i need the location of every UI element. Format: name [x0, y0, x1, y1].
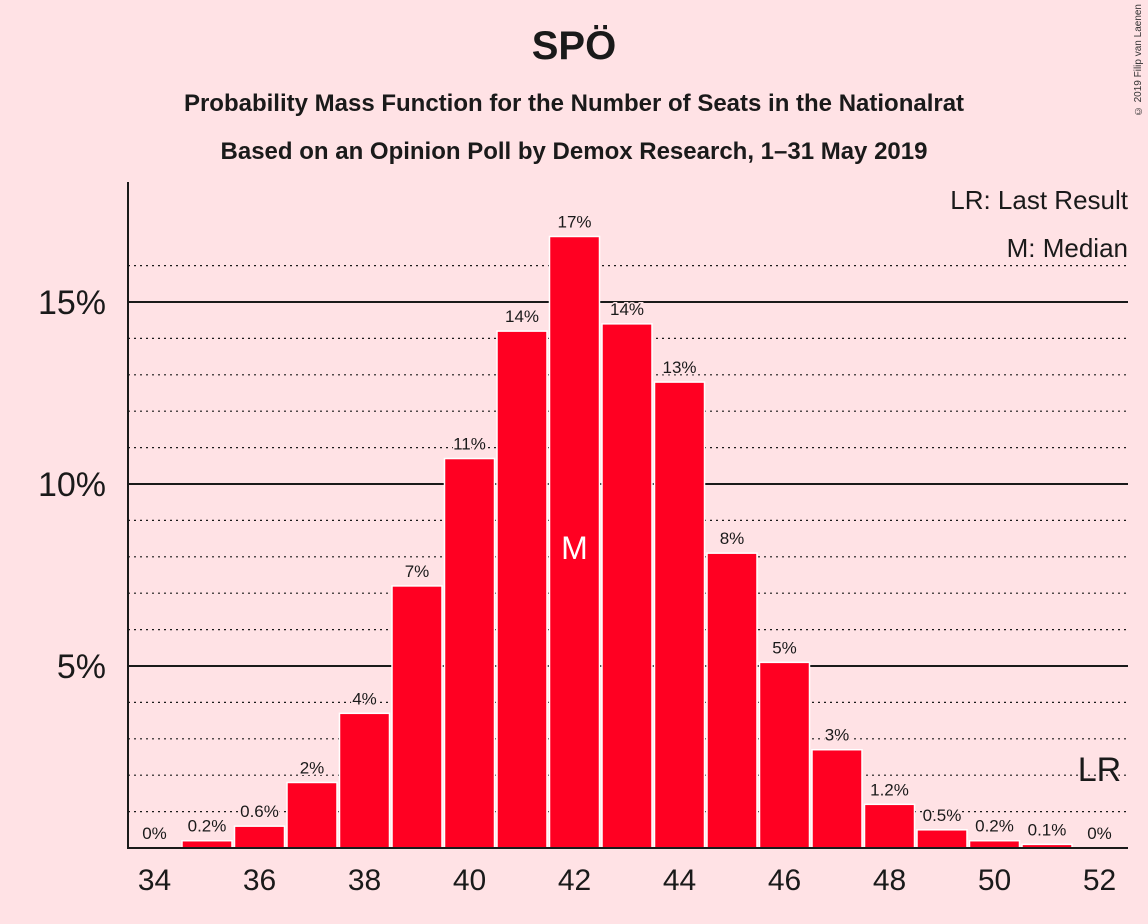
legend-median: M: Median	[1007, 233, 1128, 263]
bar-seat-44	[653, 381, 706, 849]
data-label-seat-39: 7%	[405, 562, 430, 581]
x-tick-label-34: 34	[138, 864, 171, 897]
data-label-seat-35: 0.2%	[188, 817, 227, 836]
y-tick-label-10: 10%	[38, 466, 106, 504]
y-tick-label-5: 5%	[57, 648, 106, 686]
data-label-seat-43: 14%	[610, 300, 644, 319]
bar-seat-39	[391, 585, 443, 849]
bar-seat-45	[706, 552, 758, 849]
bar-seat-43	[601, 323, 653, 849]
data-label-seat-38: 4%	[352, 689, 377, 708]
y-tick-label-15: 15%	[38, 284, 106, 322]
data-label-seat-51: 0.1%	[1028, 820, 1067, 839]
bar-seat-41	[496, 330, 548, 849]
bars	[181, 235, 1073, 849]
data-label-seat-36: 0.6%	[240, 802, 279, 821]
chart-subtitle-2: Based on an Opinion Poll by Demox Resear…	[220, 138, 928, 165]
x-tick-label-38: 38	[348, 864, 381, 897]
bar-seat-50	[968, 839, 1021, 849]
x-tick-label-50: 50	[978, 864, 1011, 897]
data-label-seat-42: 17%	[557, 212, 591, 231]
data-label-seat-37: 2%	[300, 758, 325, 777]
chart-subtitle-1: Probability Mass Function for the Number…	[183, 90, 965, 117]
data-label-seat-46: 5%	[772, 638, 797, 657]
x-tick-label-46: 46	[768, 864, 801, 897]
data-label-seat-34: 0%	[142, 824, 167, 843]
bar-seat-49	[916, 829, 968, 849]
bar-seat-35	[181, 839, 233, 849]
x-tick-label-40: 40	[453, 864, 486, 897]
legend-last-result: LR: Last Result	[950, 185, 1129, 215]
data-label-seat-52: 0%	[1087, 824, 1112, 843]
data-label-seat-47: 3%	[825, 726, 850, 745]
bar-seat-48	[863, 803, 916, 849]
axes	[127, 182, 1128, 849]
bar-labels: 0% 0.2% 0.6% 2% 4% 7% 11% 14% 17% 14% 13% 8% 5% 3% 1.2…	[141, 211, 1124, 845]
bar-seat-40	[443, 457, 496, 849]
x-tick-label-44: 44	[663, 864, 696, 897]
data-label-seat-45: 8%	[720, 529, 745, 548]
bar-seat-46	[758, 661, 811, 849]
data-label-seat-50: 0.2%	[975, 817, 1014, 836]
chart-title: SPÖ	[531, 24, 617, 68]
x-tick-label-52: 52	[1083, 864, 1116, 897]
bar-seat-38	[338, 712, 391, 849]
x-tick-label-48: 48	[873, 864, 906, 897]
tick-labels: 34 36 38 40 42 44 46 48 50 52 5% 10% 15%	[38, 284, 1116, 897]
data-label-seat-44: 13%	[662, 358, 696, 377]
last-result-marker: LR	[1078, 751, 1121, 789]
median-marker: M	[561, 530, 588, 566]
bar-seat-42	[548, 235, 601, 849]
bar-seat-36	[233, 825, 286, 849]
data-label-seat-41: 14%	[505, 307, 539, 326]
data-label-seat-48: 1.2%	[870, 780, 909, 799]
x-tick-label-36: 36	[243, 864, 276, 897]
bar-seat-47	[811, 748, 863, 849]
data-label-seat-49: 0.5%	[923, 806, 962, 825]
x-tick-label-42: 42	[558, 864, 591, 897]
bar-seat-37	[286, 781, 338, 849]
data-label-seat-40: 11%	[453, 435, 486, 454]
